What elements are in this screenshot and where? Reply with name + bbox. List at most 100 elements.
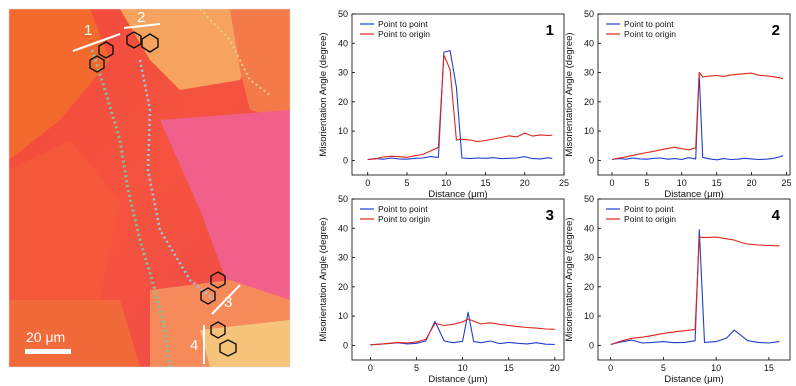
chart4-ytick-label: 10: [584, 311, 594, 321]
chart4-xtick-label: 0: [608, 363, 613, 373]
chart3-ytick-label: 40: [338, 223, 348, 233]
chart3-xtick-label: 15: [504, 363, 514, 373]
chart4-panel-number: 4: [772, 207, 781, 224]
chart3-legend-label: Point to origin: [378, 214, 430, 224]
chart1-legend-label: Point to point: [378, 19, 428, 29]
trace-line-1: [72, 33, 121, 52]
chart2-ytick-label: 40: [584, 38, 594, 48]
chart3-xtick-label: 20: [550, 363, 560, 373]
hexagon-icon: [210, 321, 226, 339]
hexagon-icon: [98, 41, 114, 59]
chart1-panel-number: 1: [546, 22, 554, 39]
grain-boundary-dotted: [90, 49, 172, 367]
chart4-legend-label: Point to origin: [624, 214, 676, 224]
chart4-x-axis-label: Distance (μm): [664, 374, 723, 385]
chart3-ytick-label: 50: [338, 194, 348, 204]
chart2-ytick-label: 10: [584, 126, 594, 136]
chart3-x-axis-label: Distance (μm): [428, 374, 487, 385]
chart2-xtick-label: 0: [609, 178, 614, 188]
chart3-ytick-label: 30: [338, 253, 348, 263]
grain-boundary-dotted-3: [199, 9, 271, 96]
chart4-ytick-label: 0: [589, 340, 594, 350]
grain-yellow: [200, 320, 290, 367]
chart2-xtick-label: 5: [644, 178, 649, 188]
chart4-y-axis-label: Misorientation Angle (degree): [564, 217, 575, 341]
ebsd-orientation-map: 1 2 3 4 20 μm: [8, 8, 291, 368]
chart2-ytick-label: 50: [584, 9, 594, 19]
grain-light-orange: [120, 9, 260, 90]
chart4-ytick-label: 30: [584, 253, 594, 263]
chart3-legend-label: Point to point: [378, 204, 428, 214]
chart3-ytick-label: 0: [343, 340, 348, 350]
grain-salmon: [230, 9, 290, 120]
trace-line-2: [123, 23, 161, 29]
grain-red: [9, 140, 120, 330]
chart3-panel-number: 3: [546, 207, 554, 224]
hexagon-icon: [219, 339, 237, 357]
chart4-ytick-label: 50: [584, 194, 594, 204]
chart2-legend-label: Point to origin: [624, 29, 676, 39]
chart4-plot-frame: [597, 198, 791, 361]
chart2-ytick-label: 20: [584, 97, 594, 107]
chart4-xtick-label: 5: [661, 363, 666, 373]
chart1-xtick-label: 10: [441, 178, 451, 188]
chart2-xtick-label: 15: [712, 178, 722, 188]
chart3-xtick-label: 5: [414, 363, 419, 373]
hexagon-icon: [200, 287, 216, 305]
chart1-ytick-label: 20: [338, 97, 348, 107]
chart4-series-line-point-to-point: [610, 229, 780, 346]
chart3-xtick-label: 0: [368, 363, 373, 373]
chart2-x-axis-label: Distance (μm): [664, 189, 723, 200]
chart4-series-line-point-to-origin: [610, 236, 780, 346]
chart2-xtick-label: 10: [677, 178, 687, 188]
map-frame: [8, 8, 291, 368]
chart1-plot-frame: [351, 13, 565, 176]
chart1-x-axis-label: Distance (μm): [428, 189, 487, 200]
chart2-ytick-label: 0: [589, 155, 594, 165]
chart3-ytick-label: 20: [338, 282, 348, 292]
chart1-series-line-point-to-origin: [367, 54, 553, 161]
chart1-xtick-label: 20: [520, 178, 530, 188]
chart1-legend-label: Point to origin: [378, 29, 430, 39]
grain-boundary-dotted-2: [138, 59, 216, 301]
hexagon-icon: [210, 271, 226, 289]
chart2-xtick-label: 25: [782, 178, 792, 188]
chart1-y-axis-label: Misorientation Angle (degree): [318, 32, 329, 156]
chart3-plot-frame: [351, 198, 565, 361]
chart3-series-line-point-to-point: [370, 311, 555, 346]
hexagon-glyphs: [89, 31, 237, 357]
chart1-xtick-label: 25: [559, 178, 569, 188]
chart4-ytick-label: 40: [584, 223, 594, 233]
chart4-legend-label: Point to point: [624, 204, 674, 214]
chart3-xtick-label: 10: [458, 363, 468, 373]
scale-bar: [25, 349, 71, 354]
chart1-ytick-label: 0: [343, 155, 348, 165]
chart2-series-line-point-to-origin: [611, 71, 784, 161]
map-label-4: 4: [190, 337, 198, 354]
chart1-xtick-label: 5: [404, 178, 409, 188]
chart1-ytick-label: 40: [338, 38, 348, 48]
chart2-y-axis-label: Misorientation Angle (degree): [564, 32, 575, 156]
chart1-series-line-point-to-point: [367, 50, 553, 161]
chart3-ytick-label: 10: [338, 311, 348, 321]
map-label-3: 3: [224, 294, 232, 311]
chart3-y-axis-label: Misorientation Angle (degree): [318, 217, 329, 341]
chart1-ytick-label: 50: [338, 9, 348, 19]
chart4-ytick-label: 20: [584, 282, 594, 292]
map-label-2: 2: [137, 9, 145, 26]
chart4-xtick-label: 15: [764, 363, 774, 373]
chart1-ytick-label: 10: [338, 126, 348, 136]
chart3-series-line-point-to-origin: [370, 318, 555, 346]
hexagon-icon: [141, 33, 159, 53]
hexagon-icon: [126, 31, 142, 49]
grain-pink: [160, 110, 290, 300]
scale-bar-label: 20 μm: [26, 329, 65, 345]
trace-line-3: [211, 284, 241, 315]
chart2-legend-label: Point to point: [624, 19, 674, 29]
chart1-ytick-label: 30: [338, 68, 348, 78]
chart2-ytick-label: 30: [584, 68, 594, 78]
chart2-xtick-label: 20: [747, 178, 757, 188]
chart1-xtick-label: 15: [480, 178, 490, 188]
map-label-1: 1: [84, 22, 92, 39]
